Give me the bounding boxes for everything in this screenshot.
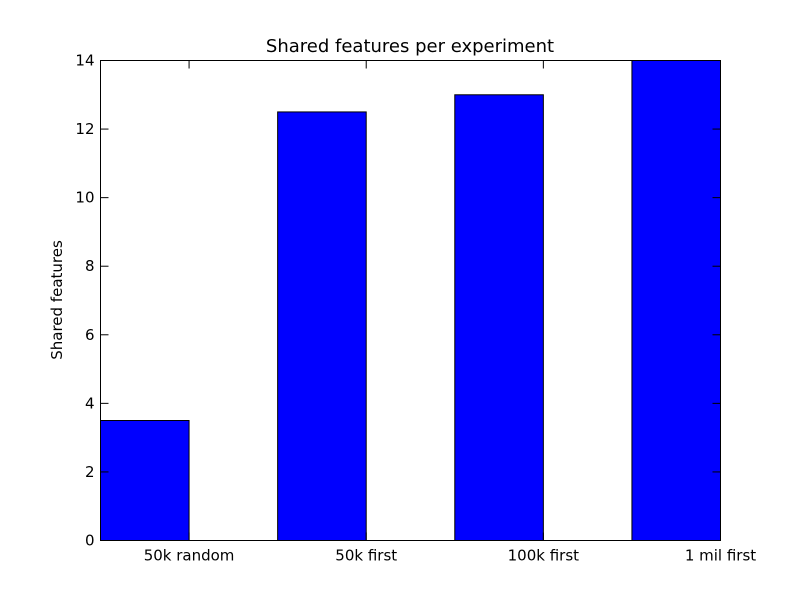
bar-3 <box>631 60 722 541</box>
y-tick-label: 0 <box>85 532 95 550</box>
y-tick-label: 14 <box>75 52 94 70</box>
x-tick-label: 100k first <box>508 547 580 565</box>
y-tick-label: 12 <box>75 120 94 138</box>
x-tick-label: 50k random <box>144 547 235 565</box>
y-tick-label: 6 <box>85 326 95 344</box>
y-tick-label: 2 <box>85 463 95 481</box>
bar-1 <box>277 111 367 542</box>
y-ticks-group: 0 2 4 6 8 10 12 14 <box>75 52 721 550</box>
bar-0 <box>100 420 190 541</box>
chart-title: Shared features per experiment <box>266 36 554 57</box>
y-tick-label: 8 <box>85 257 95 275</box>
plot-frame <box>100 60 721 541</box>
y-tick-label: 10 <box>75 189 94 207</box>
x-ticks-group: 50k random 50k first 100k first 1 mil first <box>144 60 756 565</box>
x-tick-label: 1 mil first <box>685 547 756 565</box>
bars-group <box>100 60 722 542</box>
y-axis-label: Shared features <box>48 240 66 360</box>
x-tick-label: 50k first <box>335 547 397 565</box>
bar-2 <box>454 94 544 542</box>
y-tick-label: 4 <box>85 394 95 412</box>
